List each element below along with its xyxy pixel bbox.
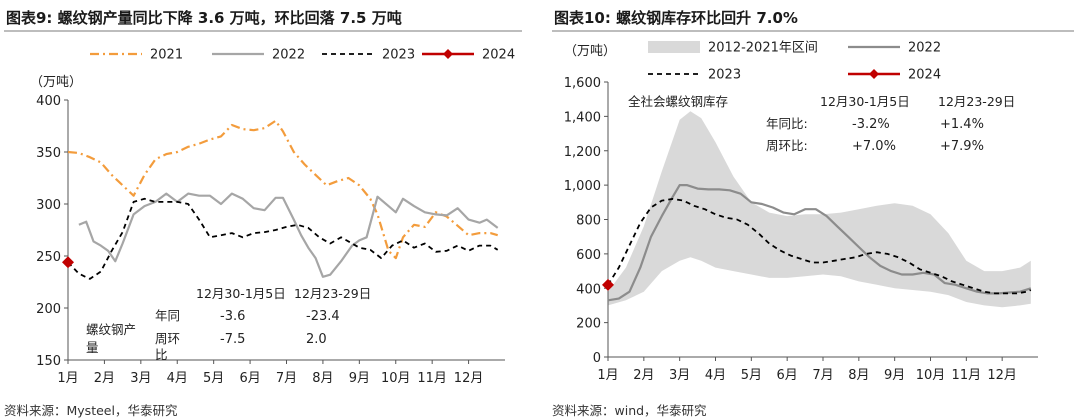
x-tick-label: 9月 <box>884 368 905 383</box>
x-tick-label: 7月 <box>812 368 833 383</box>
table-header: 12月23-29日 <box>294 286 371 301</box>
series-2023-line <box>607 197 1032 295</box>
x-tick-label: 10月 <box>916 368 946 383</box>
right-title-divider <box>552 30 1074 32</box>
x-tick-label: 10月 <box>381 371 411 386</box>
table-row-label: 周环 <box>155 331 180 346</box>
table-value: +7.0% <box>852 139 896 154</box>
y-tick-label: 1,200 <box>564 145 601 160</box>
table-row-label: 比 <box>155 347 168 362</box>
annotation-label: 量 <box>86 340 99 355</box>
x-tick-label: 12月 <box>987 368 1017 383</box>
legend-label-range: 2012-2021年区间 <box>708 41 818 56</box>
unit-label: （万吨） <box>564 44 616 59</box>
x-tick-label: 1月 <box>57 371 78 386</box>
table-row-label: 周环比: <box>766 138 808 153</box>
y-tick-label: 1,600 <box>564 76 601 91</box>
table-value: -7.5 <box>220 332 245 347</box>
legend-label-2024: 2024 <box>908 68 941 83</box>
x-tick-label: 2月 <box>94 371 115 386</box>
left-title-divider <box>4 30 522 32</box>
series-2022-line <box>607 184 1032 302</box>
annotation-label: 螺纹钢产 <box>86 322 136 337</box>
legend-marker-2024 <box>869 69 879 79</box>
table-row-label: 年同比: <box>766 116 808 131</box>
left-panel: 图表9: 螺纹钢产量同比下降 3.6 万吨，环比回落 7.5 万吨 150 200… <box>4 9 522 418</box>
series-2021-line <box>67 119 499 260</box>
legend-label-2023: 2023 <box>708 68 741 83</box>
y-tick-label: 350 <box>36 146 61 161</box>
x-tick-label: 1月 <box>597 368 618 383</box>
y-tick-label: 300 <box>36 198 61 213</box>
y-tick-label: 1,000 <box>564 179 601 194</box>
legend-label-2023: 2023 <box>382 48 415 63</box>
series-2022-line <box>78 192 499 278</box>
right-panel: 图表10: 螺纹钢库存环比回升 7.0% 0 200 400 600 800 1,000 1… <box>548 0 1080 420</box>
x-tick-label: 4月 <box>167 371 188 386</box>
right-source-note: 资料来源：wind，华泰研究 <box>552 403 707 418</box>
left-production-chart: 150 200 250 300 350 400 1月 2月 3月 4月 5月 6月 7月 8月 9月 10月 1… <box>30 48 515 387</box>
legend-label-2022: 2022 <box>908 41 941 56</box>
table-value: +7.9% <box>940 139 984 154</box>
y-tick-label: 0 <box>593 351 601 366</box>
x-tick-label: 8月 <box>312 371 333 386</box>
x-tick-label: 9月 <box>349 371 370 386</box>
y-tick-label: 400 <box>576 282 601 297</box>
x-tick-label: 11月 <box>952 368 982 383</box>
series-2024-point <box>602 278 614 291</box>
range-band-area <box>608 111 1031 308</box>
legend-marker-2024 <box>443 49 453 59</box>
table-header: 12月23-29日 <box>938 94 1015 109</box>
table-row-label: 年同 <box>155 308 180 323</box>
legend-label-2022: 2022 <box>272 48 305 63</box>
y-tick-label: 1,400 <box>564 110 601 125</box>
x-tick-label: 12月 <box>454 371 484 386</box>
table-value: -3.6 <box>220 309 245 324</box>
table-value: -23.4 <box>306 309 340 324</box>
legend-label-2024: 2024 <box>482 48 515 63</box>
x-tick-label: 3月 <box>130 371 151 386</box>
table-value: +1.4% <box>940 117 984 132</box>
unit-label: （万吨） <box>30 75 82 90</box>
x-tick-label: 3月 <box>669 368 690 383</box>
y-tick-label: 150 <box>36 354 61 369</box>
x-tick-label: 8月 <box>848 368 869 383</box>
y-tick-label: 800 <box>576 214 601 229</box>
left-source-note: 资料来源：Mysteel，华泰研究 <box>4 403 178 418</box>
x-tick-label: 6月 <box>239 371 260 386</box>
x-tick-label: 11月 <box>417 371 447 386</box>
series-2024-point <box>62 256 74 269</box>
table-header: 12月30-1月5日 <box>196 286 286 301</box>
y-tick-label: 600 <box>576 248 601 263</box>
y-tick-label: 200 <box>576 317 601 332</box>
x-tick-label: 5月 <box>203 371 224 386</box>
table-header: 12月30-1月5日 <box>820 94 910 109</box>
x-tick-label: 4月 <box>705 368 726 383</box>
left-chart-title: 图表9: 螺纹钢产量同比下降 3.6 万吨，环比回落 7.5 万吨 <box>6 9 402 27</box>
table-value: 2.0 <box>306 332 327 347</box>
right-inventory-chart: 0 200 400 600 800 1,000 1,200 1,400 1,600 1月 2月 3月 4… <box>564 41 1038 383</box>
x-tick-label: 6月 <box>777 368 798 383</box>
series-2023-line <box>67 197 499 280</box>
legend-swatch-range <box>648 41 700 53</box>
y-tick-label: 400 <box>36 94 61 109</box>
y-tick-label: 250 <box>36 250 61 265</box>
x-tick-label: 5月 <box>741 368 762 383</box>
right-chart-title: 图表10: 螺纹钢库存环比回升 7.0% <box>554 9 798 27</box>
x-tick-label: 2月 <box>633 368 654 383</box>
y-tick-label: 200 <box>36 302 61 317</box>
legend-label-2021: 2021 <box>150 48 183 63</box>
table-value: -3.2% <box>852 117 890 132</box>
x-tick-label: 7月 <box>276 371 297 386</box>
annotation-title: 全社会螺纹钢库存 <box>628 94 728 109</box>
